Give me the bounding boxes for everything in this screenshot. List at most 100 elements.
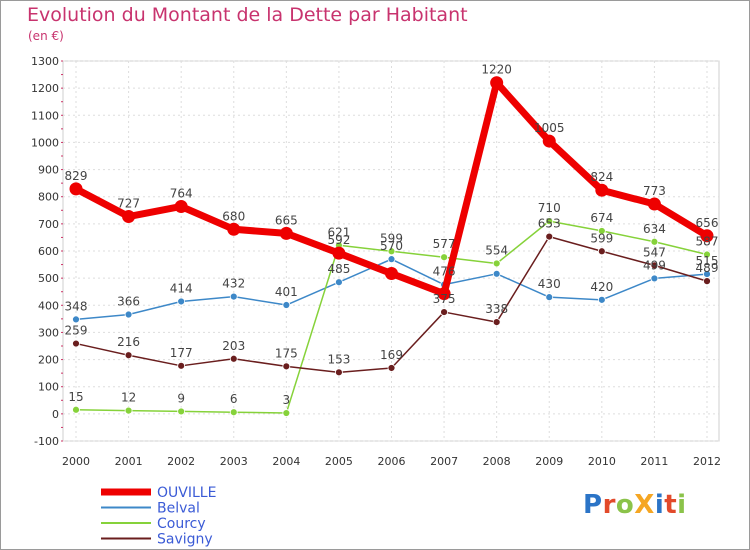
data-label: 599 [380,231,403,245]
data-label: 432 [222,277,245,291]
data-label: 499 [643,258,666,272]
data-point [72,405,80,414]
data-point [282,301,291,309]
data-label: 1220 [481,63,512,77]
data-label: 634 [643,222,666,236]
legend-label-ouville: OUVILLE [157,485,216,501]
data-point [177,407,186,416]
data-point [282,409,291,417]
data-label: 674 [590,211,613,225]
x-tick-label: 2010 [588,455,616,468]
chart-unit-label: (en €) [28,29,64,43]
y-tick-label: 400 [38,299,59,312]
data-point [647,197,661,211]
data-label: 824 [590,170,613,184]
data-point [124,351,133,360]
data-point [545,293,554,302]
data-point [597,227,606,235]
data-point [542,134,556,148]
data-label: 3 [283,393,291,407]
data-label: 727 [117,197,140,211]
data-point [650,237,659,246]
x-tick-label: 2004 [272,455,300,468]
logo-letter: i [677,490,687,520]
y-tick-label: 800 [38,191,59,204]
data-label: 375 [433,292,456,306]
x-tick-label: 2011 [640,455,668,468]
y-tick-label: 1000 [31,136,59,149]
data-label: 259 [65,324,88,338]
y-tick-label: 600 [38,245,59,258]
y-tick-label: 500 [38,272,59,285]
data-label: 599 [590,231,613,245]
data-label: 1005 [534,121,565,135]
data-label: 621 [327,225,350,239]
y-tick-label: 300 [38,326,59,339]
data-point [700,229,714,243]
logo-letter: r [602,490,616,520]
data-label: 656 [696,216,719,230]
data-label: 554 [485,243,508,257]
y-axis: -100 0 100 200 300 400 500 600 700 800 900 1000 1100… [31,55,63,448]
data-label: 829 [65,169,88,183]
x-tick-label: 2000 [62,455,90,468]
legend-label-savigny: Savigny [157,532,213,548]
data-point [122,210,136,224]
data-point [332,246,346,260]
data-label: 430 [538,277,561,291]
data-point [72,315,80,324]
data-label: 414 [170,281,193,295]
data-label: 203 [222,339,245,353]
data-label: 570 [380,239,403,253]
legend-label-courcy: Courcy [157,516,206,532]
logo-letter: X [634,490,655,520]
data-label: 15 [68,390,83,404]
data-label: 773 [643,184,666,198]
grid [62,60,720,442]
data-point [229,408,238,417]
data-label: 515 [696,254,719,268]
data-point [385,267,398,281]
data-label: 366 [117,295,140,309]
data-label: 587 [696,235,719,249]
data-point [69,182,83,196]
chart-title: Evolution du Montant de la Dette par Hab… [27,4,468,26]
data-point [595,183,609,197]
logo-letter: i [654,490,665,520]
proxiti-logo: ProXiti [583,490,687,520]
data-point [492,318,501,327]
series-lines [69,76,714,417]
data-label: 6 [230,392,238,406]
x-axis: 2000 2001 2002 2003 2004 2005 2006 2007 2008 2009… [62,455,721,468]
x-tick-label: 2006 [378,455,406,468]
data-point [387,364,396,372]
logo-letter: t [664,490,678,520]
data-label: 12 [121,391,136,405]
x-tick-label: 2007 [430,455,458,468]
data-label: 169 [380,348,403,362]
x-tick-label: 2001 [115,455,143,468]
data-point [387,247,396,256]
data-point [335,368,343,377]
data-label: 577 [433,237,456,251]
data-point [335,278,343,287]
data-point [279,226,293,240]
data-label: 485 [327,262,350,276]
data-point [72,339,80,348]
data-point [282,362,291,371]
data-point [492,259,501,268]
data-label: 476 [433,265,456,279]
data-point [174,199,188,213]
data-point [387,255,396,264]
data-label: 764 [170,186,193,200]
data-label: 489 [696,261,719,275]
data-label: 592 [327,233,350,247]
data-point [124,406,133,415]
logo-letter: P [583,490,603,520]
data-point [650,274,659,283]
data-point [597,247,606,256]
y-tick-label: 1300 [31,55,59,68]
